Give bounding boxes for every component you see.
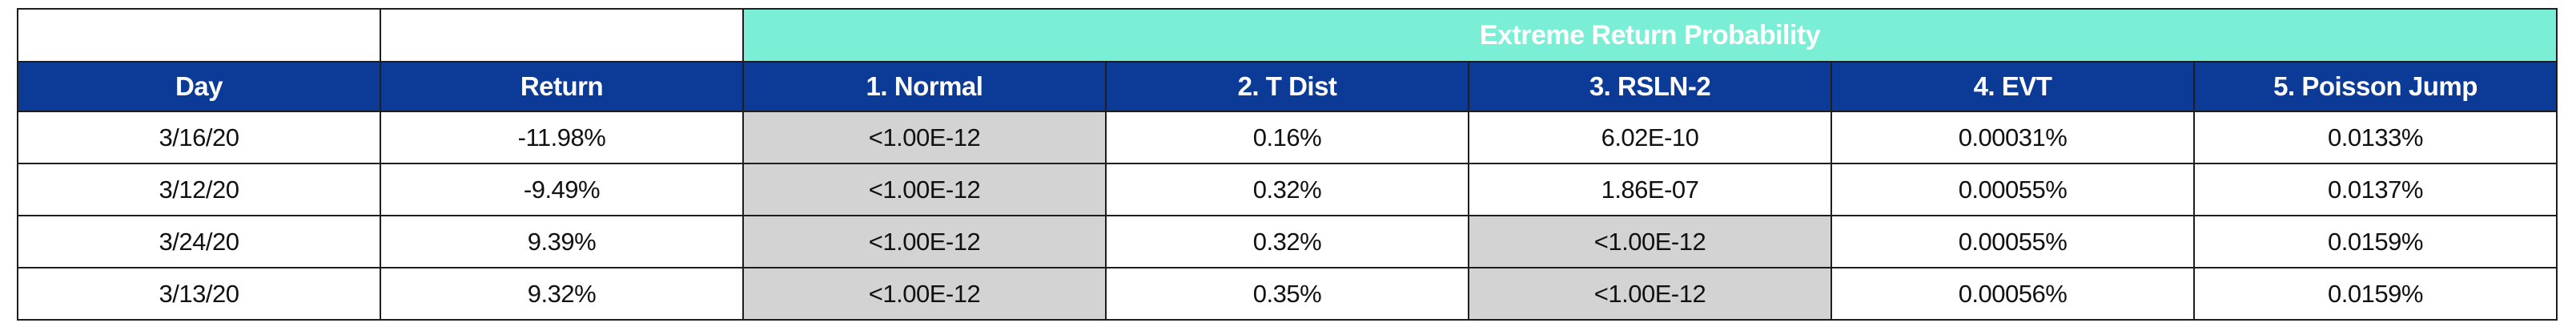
empty-header-cell-day bbox=[17, 8, 381, 63]
cell-poisson-jump: 0.0137% bbox=[2193, 163, 2558, 216]
cell-normal: <1.00E-12 bbox=[742, 111, 1107, 164]
cell-rsln-2: <1.00E-12 bbox=[1468, 215, 1832, 268]
cell-evt: 0.00056% bbox=[1831, 267, 2195, 321]
cell-t-dist: 0.32% bbox=[1105, 215, 1469, 268]
cell-normal: <1.00E-12 bbox=[742, 215, 1107, 268]
cell-rsln-2: 6.02E-10 bbox=[1468, 111, 1832, 164]
column-header-t-dist: 2. T Dist bbox=[1105, 61, 1469, 112]
cell-t-dist: 0.35% bbox=[1105, 267, 1469, 321]
cell-poisson-jump: 0.0159% bbox=[2193, 215, 2558, 268]
column-header-return: Return bbox=[380, 61, 744, 112]
empty-header-cell-return bbox=[380, 8, 744, 63]
cell-rsln-2: 1.86E-07 bbox=[1468, 163, 1832, 216]
cell-return: 9.39% bbox=[380, 215, 744, 268]
cell-rsln-2: <1.00E-12 bbox=[1468, 267, 1832, 321]
cell-return: 9.32% bbox=[380, 267, 744, 321]
column-header-evt: 4. EVT bbox=[1831, 61, 2195, 112]
cell-poisson-jump: 0.0159% bbox=[2193, 267, 2558, 321]
column-header-poisson-jump: 5. Poisson Jump bbox=[2193, 61, 2558, 112]
table-row: 3/13/20 9.32% <1.00E-12 0.35% <1.00E-12 … bbox=[17, 267, 2558, 321]
cell-day: 3/16/20 bbox=[17, 111, 381, 164]
column-header-row: Day Return 1. Normal 2. T Dist 3. RSLN-2… bbox=[17, 61, 2558, 112]
column-header-rsln-2: 3. RSLN-2 bbox=[1468, 61, 1832, 112]
cell-return: -11.98% bbox=[380, 111, 744, 164]
cell-day: 3/12/20 bbox=[17, 163, 381, 216]
column-header-normal: 1. Normal bbox=[742, 61, 1107, 112]
cell-normal: <1.00E-12 bbox=[742, 163, 1107, 216]
cell-evt: 0.00055% bbox=[1831, 215, 2195, 268]
cell-t-dist: 0.16% bbox=[1105, 111, 1469, 164]
column-header-day: Day bbox=[17, 61, 381, 112]
table-row: 3/12/20 -9.49% <1.00E-12 0.32% 1.86E-07 … bbox=[17, 163, 2558, 216]
cell-evt: 0.00031% bbox=[1831, 111, 2195, 164]
cell-t-dist: 0.32% bbox=[1105, 163, 1469, 216]
cell-day: 3/13/20 bbox=[17, 267, 381, 321]
group-header-extreme-return-probability: Extreme Return Probability bbox=[742, 8, 2558, 63]
cell-day: 3/24/20 bbox=[17, 215, 381, 268]
cell-return: -9.49% bbox=[380, 163, 744, 216]
cell-normal: <1.00E-12 bbox=[742, 267, 1107, 321]
table-row: 3/16/20 -11.98% <1.00E-12 0.16% 6.02E-10… bbox=[17, 111, 2558, 164]
extreme-return-probability-table: Extreme Return Probability Day Return 1.… bbox=[17, 8, 2558, 321]
group-header-row: Extreme Return Probability bbox=[17, 8, 2558, 63]
cell-evt: 0.00055% bbox=[1831, 163, 2195, 216]
cell-poisson-jump: 0.0133% bbox=[2193, 111, 2558, 164]
table-row: 3/24/20 9.39% <1.00E-12 0.32% <1.00E-12 … bbox=[17, 215, 2558, 268]
